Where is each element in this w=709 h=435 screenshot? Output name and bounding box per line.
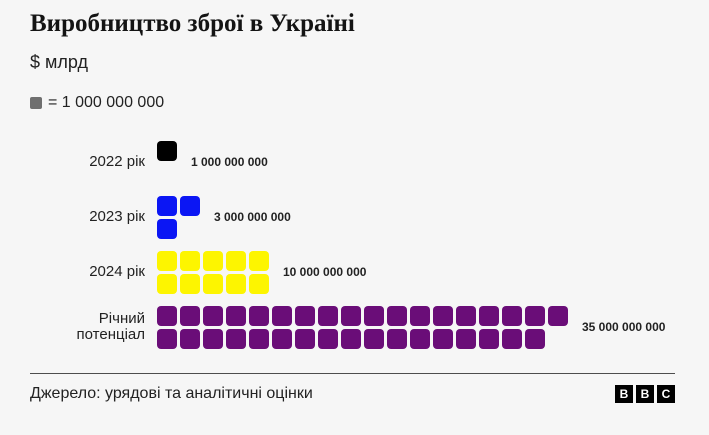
bbc-logo-block: B — [615, 385, 633, 403]
value-label: 1 000 000 000 — [191, 155, 268, 170]
unit-square — [456, 305, 476, 326]
chart-row: 2023 рік 3 000 000 000 — [30, 195, 679, 239]
unit-square — [226, 305, 246, 326]
unit-square — [502, 305, 522, 326]
chart-row: 2022 рік 1 000 000 000 — [30, 140, 679, 184]
unit-square — [226, 250, 246, 271]
unit-square — [226, 328, 246, 349]
unit-square — [180, 250, 200, 271]
unit-square — [295, 305, 315, 326]
unit-square — [525, 305, 545, 326]
unit-square — [318, 328, 338, 349]
waffle-grid — [157, 250, 269, 294]
unit-square — [180, 328, 200, 349]
bbc-logo-block: B — [636, 385, 654, 403]
unit-square — [203, 250, 223, 271]
unit-square — [502, 328, 522, 349]
unit-square — [433, 305, 453, 326]
unit-square — [203, 273, 223, 294]
unit-square — [525, 328, 545, 349]
category-label: 2024 рік — [89, 263, 145, 280]
unit-square — [295, 328, 315, 349]
unit-square — [203, 305, 223, 326]
unit-square — [387, 305, 407, 326]
unit-square — [180, 305, 200, 326]
unit-square — [456, 328, 476, 349]
unit-square — [364, 305, 384, 326]
legend-square-icon — [30, 96, 42, 109]
category-label: Річний потенціал — [76, 309, 145, 344]
unit-square — [548, 305, 568, 326]
chart-row: Річний потенціал 35 000 000 000 — [30, 305, 679, 349]
unit-square — [157, 195, 177, 216]
unit-square — [249, 273, 269, 294]
waffle-grid — [157, 195, 200, 239]
unit-square — [341, 328, 361, 349]
unit-square — [157, 250, 177, 271]
unit-square — [249, 305, 269, 326]
source-text: Джерело: урядові та аналітичні оцінки — [30, 385, 313, 402]
unit-square — [364, 328, 384, 349]
unit-square — [157, 273, 177, 294]
unit-square — [318, 305, 338, 326]
legend-label: = 1 000 000 000 — [48, 93, 165, 111]
unit-square — [157, 305, 177, 326]
legend: = 1 000 000 000 — [30, 94, 679, 112]
unit-square — [180, 273, 200, 294]
unit-square — [387, 328, 407, 349]
waffle-grid — [157, 305, 568, 349]
unit-square — [410, 305, 430, 326]
unit-square — [203, 328, 223, 349]
waffle-grid — [157, 140, 177, 184]
unit-square — [180, 195, 200, 216]
unit-square — [157, 218, 177, 239]
bbc-logo-block: C — [657, 385, 675, 403]
unit-square — [249, 250, 269, 271]
unit-square — [341, 305, 361, 326]
category-label: 2023 рік — [89, 208, 145, 225]
category-label: 2022 рік — [89, 153, 145, 170]
unit-square — [479, 328, 499, 349]
value-label: 35 000 000 000 — [582, 320, 666, 335]
unit-square — [479, 305, 499, 326]
unit-square — [226, 273, 246, 294]
chart-subtitle: $ млрд — [30, 51, 88, 72]
unit-square — [272, 328, 292, 349]
unit-square — [157, 140, 177, 161]
waffle-rows: 2022 рік 1 000 000 000 2023 рік 3 000 000 0… — [30, 140, 679, 349]
value-label: 3 000 000 000 — [214, 210, 291, 225]
unit-square — [157, 328, 177, 349]
chart-row: 2024 рік 10 000 000 000 — [30, 250, 679, 294]
value-label: 10 000 000 000 — [283, 265, 367, 280]
unit-square — [433, 328, 453, 349]
unit-square — [249, 328, 269, 349]
unit-square — [272, 305, 292, 326]
page-title: Виробництво зброї в Україні — [30, 10, 355, 37]
unit-square — [410, 328, 430, 349]
